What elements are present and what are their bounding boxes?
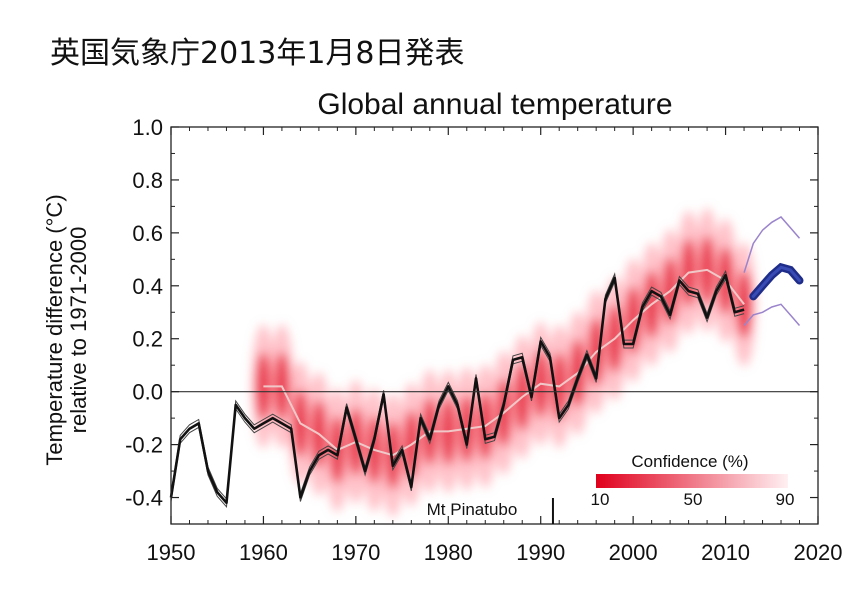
y-tick-label: 0.4 <box>132 274 163 299</box>
y-tick-label: -0.2 <box>125 433 163 458</box>
hindcast-mean-line <box>263 268 745 457</box>
annotation-pinatubo-label: Mt Pinatubo <box>427 500 518 519</box>
plot-marks <box>169 216 804 509</box>
header-title: 英国気象庁2013年1月8日発表 <box>50 36 465 71</box>
x-tick-label: 1970 <box>331 540 380 565</box>
plot-frame <box>170 126 819 525</box>
legend-tick-90: 90 <box>776 490 795 509</box>
y-axis-label-line1: Temperature difference (°C) <box>42 194 67 465</box>
y-tick-label: 1.0 <box>132 115 163 140</box>
axes: 1950 1960 1970 1980 1990 2000 2010 2020 -0.4 -0.2… <box>125 115 842 565</box>
x-tick-label: 1980 <box>424 540 473 565</box>
forecast-line-highlight <box>751 265 801 298</box>
observations-line <box>169 273 745 505</box>
legend-tick-50: 50 <box>684 490 703 509</box>
confidence-bands <box>251 207 757 518</box>
x-tick-label: 2000 <box>609 540 658 565</box>
chart-title: Global annual temperature <box>317 88 672 121</box>
y-tick-label: 0.8 <box>132 168 163 193</box>
x-tick-label: 1960 <box>239 540 288 565</box>
forecast-range-lower-line <box>743 303 801 326</box>
legend-color-bar <box>596 474 788 488</box>
legend-title: Confidence (%) <box>631 452 748 471</box>
y-tick-label: -0.4 <box>125 486 163 511</box>
annotation-pinatubo: Mt Pinatubo <box>427 498 554 524</box>
forecast-range-upper-line <box>743 216 801 273</box>
observations-alt-line-2 <box>170 269 745 501</box>
y-axis-label-line2: relative to 1971-2000 <box>66 227 91 434</box>
x-tick-label: 2010 <box>701 540 750 565</box>
x-tick-label: 1990 <box>516 540 565 565</box>
y-tick-label: 0.2 <box>132 327 163 352</box>
y-axis-label: Temperature difference (°C) relative to … <box>42 194 91 465</box>
y-tick-label: 0.0 <box>132 380 163 405</box>
x-tick-label: 1950 <box>147 540 196 565</box>
x-tick-label: 2020 <box>794 540 843 565</box>
legend-tick-10: 10 <box>591 490 610 509</box>
y-tick-label: 0.6 <box>132 221 163 246</box>
legend: Confidence (%) 10 50 90 <box>591 452 795 509</box>
